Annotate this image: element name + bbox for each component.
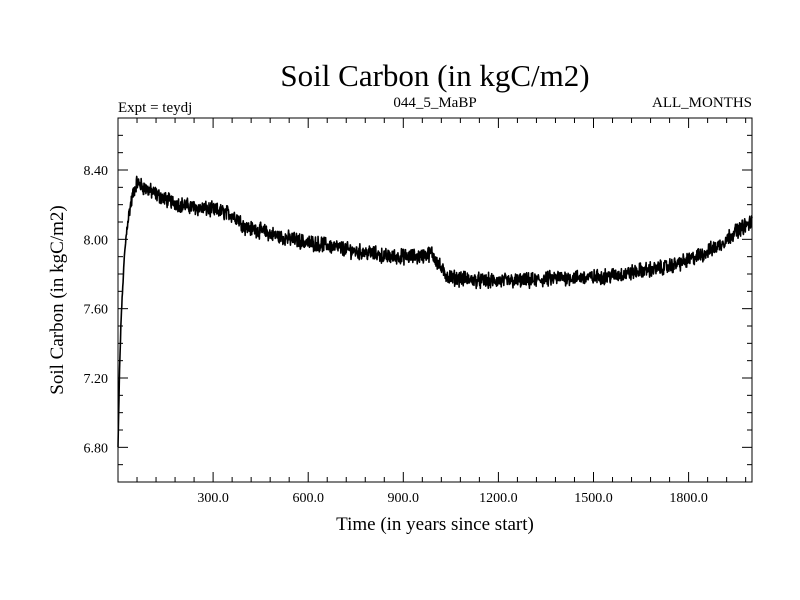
- y-tick-label: 7.20: [84, 372, 109, 387]
- x-tick-label: 900.0: [388, 491, 420, 506]
- y-tick-label: 7.60: [84, 303, 109, 318]
- x-axis-label: Time (in years since start): [336, 514, 534, 535]
- x-tick-label: 600.0: [292, 491, 324, 506]
- chart-subtitle-center: 044_5_MaBP: [393, 95, 476, 111]
- plot-frame: [117, 117, 753, 483]
- axis-ticks: 300.0 600.0 900.0 1200.0 1500.0 1800.0 6.80 7.2…: [84, 117, 752, 506]
- chart-title: Soil Carbon (in kgC/m2): [280, 58, 589, 93]
- chart-subtitle-left: Expt = teydj: [118, 100, 192, 116]
- y-axis-label: Soil Carbon (in kgC/m2): [47, 205, 68, 394]
- chart-subtitle-right: ALL_MONTHS: [652, 95, 752, 111]
- y-tick-label: 6.80: [84, 441, 109, 456]
- x-tick-label: 1200.0: [479, 491, 518, 506]
- x-tick-label: 1800.0: [669, 491, 708, 506]
- x-tick-label: 1500.0: [574, 491, 613, 506]
- series-line-soil-carbon: [117, 175, 753, 448]
- y-tick-label: 8.00: [84, 233, 109, 248]
- y-tick-label: 8.40: [84, 164, 109, 179]
- x-tick-label: 300.0: [197, 491, 229, 506]
